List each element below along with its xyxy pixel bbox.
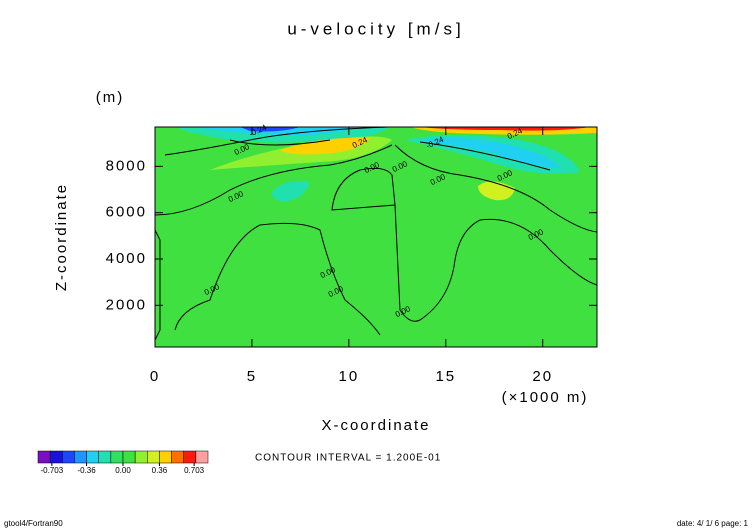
colorbar-box	[98, 450, 112, 464]
region	[195, 127, 360, 136]
colorbar-box	[74, 450, 87, 464]
colorbar-tick-label: -0.36	[77, 466, 96, 475]
colorbar-box	[86, 450, 99, 464]
colorbar-box	[110, 450, 124, 464]
region	[240, 127, 300, 132]
plot-frame	[154, 126, 598, 348]
x-tick-label: 15	[435, 368, 456, 385]
colorbar-box	[62, 450, 75, 464]
colorbar-box	[183, 450, 197, 464]
colorbar-box	[37, 450, 51, 464]
colorbar-box	[159, 450, 172, 464]
region	[395, 147, 420, 180]
contour-lines	[154, 126, 598, 341]
footer-right: date: 4/ 1/ 6 page: 1	[677, 519, 749, 528]
y-tick-label: 2000	[106, 296, 147, 313]
chart-title: u-velocity [m/s]	[287, 19, 464, 38]
colorbar-box	[122, 450, 136, 464]
region	[271, 181, 310, 202]
x-tick-label: 10	[339, 368, 360, 385]
colorbar-tick-label: 0.703	[184, 466, 205, 475]
colorbar-box	[171, 450, 184, 464]
footer-left: gtool4/Fortran90	[4, 519, 63, 528]
y-tick-label: 6000	[106, 204, 147, 221]
colorbar-tick-label: 0.36	[152, 466, 168, 475]
colorbar-box	[147, 450, 160, 464]
colorbar-box	[49, 450, 63, 464]
region	[420, 137, 560, 168]
colorbar-box	[195, 450, 209, 464]
region	[420, 127, 590, 131]
x-tick-label: 0	[150, 368, 160, 385]
contour-field	[154, 126, 598, 347]
y-tick-label: 8000	[106, 157, 147, 174]
y-unit: (m)	[96, 89, 125, 106]
colorbar-box	[134, 450, 148, 464]
x-axis-label: X-coordinate	[321, 417, 430, 434]
y-axis-label: Z-coordinate	[53, 183, 70, 291]
region	[280, 137, 370, 155]
contour-interval: CONTOUR INTERVAL = 1.200E-01	[255, 453, 441, 464]
y-tick-label: 4000	[106, 250, 147, 267]
colorbar-tick-label: -0.703	[41, 466, 64, 475]
x-unit: (×1000 m)	[502, 389, 589, 406]
x-tick-label: 5	[247, 368, 257, 385]
colorbar-tick-label: 0.00	[115, 466, 131, 475]
x-tick-label: 20	[532, 368, 553, 385]
